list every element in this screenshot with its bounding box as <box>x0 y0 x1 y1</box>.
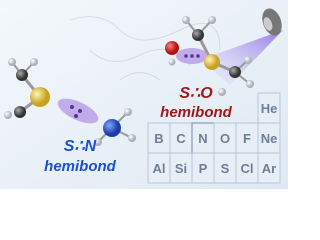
element-symbol: F <box>243 131 251 146</box>
element-symbol: S <box>221 161 230 176</box>
element-symbol: Ar <box>262 161 276 176</box>
left-word-label: hemibond <box>44 158 116 175</box>
element-symbol: Cl <box>241 161 254 176</box>
element-symbol: Si <box>175 161 187 176</box>
graphic: He B C N O F Ne Al Si P S Cl Ar S∴N hemibond S∴O hem… <box>0 0 288 189</box>
element-symbol: N <box>198 131 207 146</box>
right-bond-label: S∴O <box>179 85 213 102</box>
element-symbol: Al <box>153 161 166 176</box>
element-symbol: Ne <box>261 131 278 146</box>
element-symbol: O <box>220 131 230 146</box>
right-word-label: hemibond <box>160 104 232 121</box>
left-bond-label: S∴N <box>64 138 97 155</box>
element-symbol: P <box>199 161 208 176</box>
right-molecule <box>165 8 283 96</box>
element-symbol: He <box>261 101 278 116</box>
element-symbol: B <box>154 131 163 146</box>
periodic-table-cells <box>147 92 281 184</box>
left-molecule <box>4 58 136 146</box>
element-symbol: C <box>176 131 186 146</box>
periodic-table: He B C N O F Ne Al Si P S Cl Ar <box>153 101 278 176</box>
